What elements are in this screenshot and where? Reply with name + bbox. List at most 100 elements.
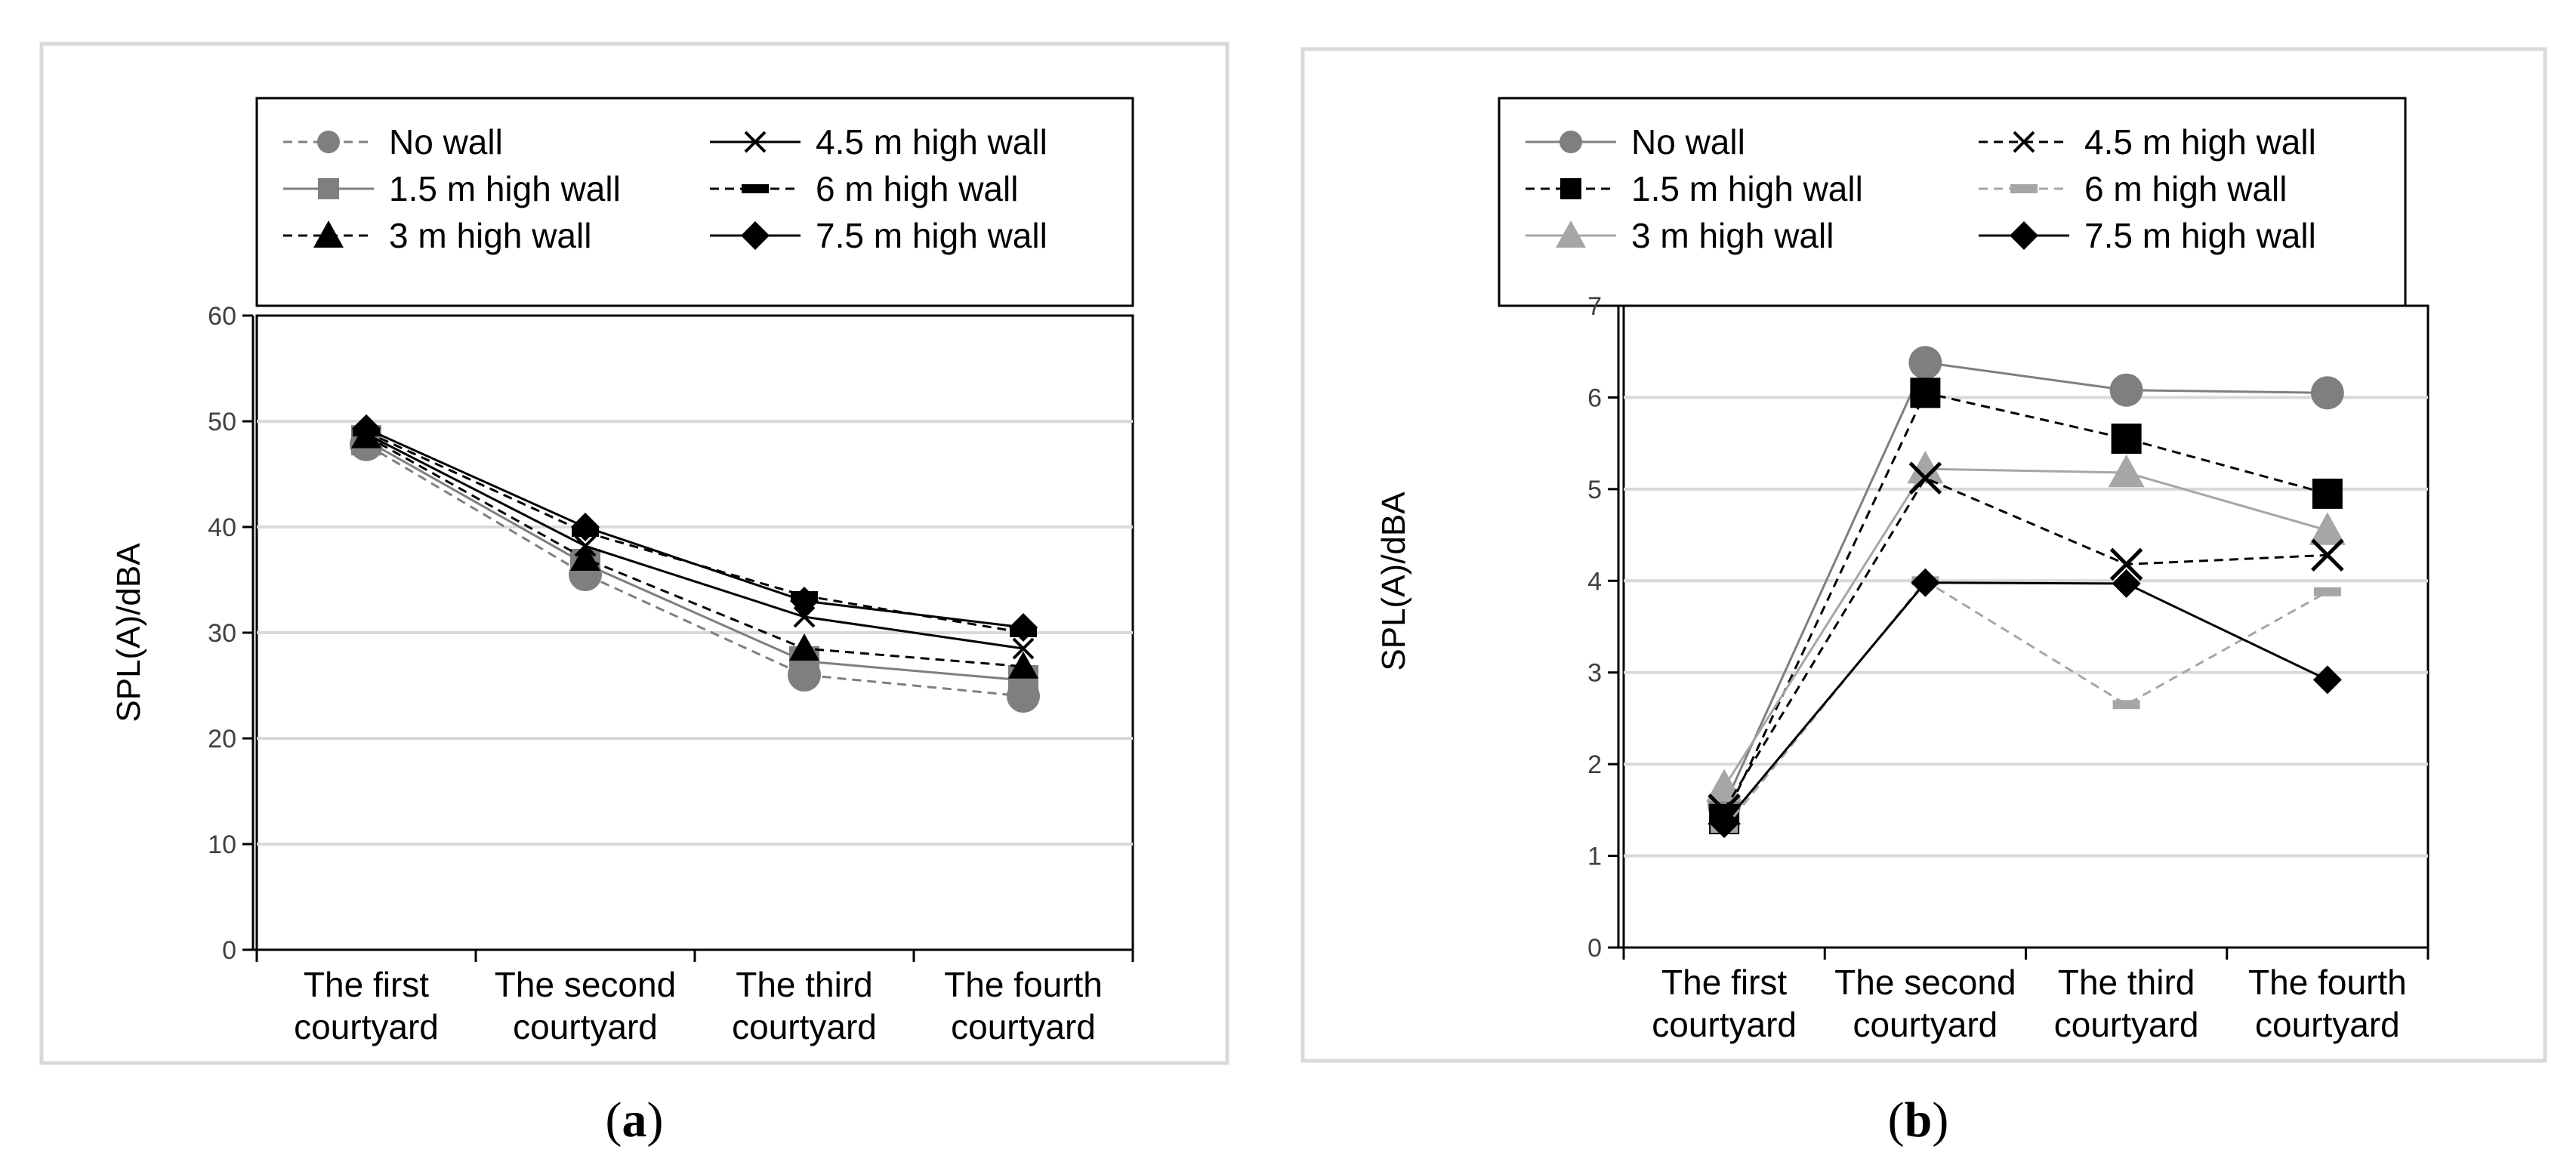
panel-a-legend-marker-1-5-m-high-wall <box>318 178 339 199</box>
panel-b-x-tick-label-line: courtyard <box>2255 1005 2400 1044</box>
panel-a-y-tick-label: 30 <box>208 619 236 648</box>
panel-b-point-1-5-m-high-wall-4 <box>2312 478 2343 509</box>
panel-b-x-tick-label-line: courtyard <box>2054 1005 2199 1044</box>
panel-a-legend-marker-6-m-high-wall <box>742 184 769 193</box>
panel-b-point-7-5-m-high-wall-1 <box>1710 809 1739 839</box>
panel-b-legend-marker-4-5-m-high-wall <box>2013 131 2035 153</box>
panel-a-legend-label-4-5-m-high-wall: 4.5 m high wall <box>816 122 1047 162</box>
panel-a-x-tick-label-1: The first courtyard <box>294 965 439 1046</box>
panel-b-x-tick-label-1: The first courtyard <box>1652 963 1797 1044</box>
panel-a-series-line-4-5-m-high-wall <box>366 433 1024 650</box>
panel-a-y-axis-label: SPL(A)/dBA <box>110 543 147 723</box>
panel-a-point-3-m-high-wall-4 <box>1008 651 1038 679</box>
panel-b-legend-label-4-5-m-high-wall: 4.5 m high wall <box>2084 122 2316 162</box>
panel-b-legend <box>1498 97 2407 307</box>
panel-b-legend-marker-1-5-m-high-wall <box>1560 178 1581 199</box>
panel-a-point-7-5-m-high-wall-4 <box>1009 613 1038 642</box>
panel-b-y-tick-label: 6 <box>1587 384 1602 412</box>
panel-b-y-tick-label: 0 <box>1587 934 1602 963</box>
panel-b-point-1-5-m-high-wall-3 <box>2111 424 2142 455</box>
panel-b: No wall 1.5 m high wall 3 m high wall 4.5 m… <box>1300 47 2547 1148</box>
panel-a-point-3-m-high-wall-3 <box>789 633 819 661</box>
panel-a-x-tick-label-line: The second <box>495 965 676 1004</box>
panel-b-y-tick-label: 3 <box>1587 659 1602 688</box>
panel-a: No wall 1.5 m high wall 3 m high wall 4.5 m… <box>39 42 1229 1148</box>
panel-a-series-line-1-5-m-high-wall <box>366 439 1024 682</box>
panel-a-point-7-5-m-high-wall-1 <box>352 414 381 443</box>
panel-b-legend-marker-7-5-m-high-wall <box>2010 221 2038 250</box>
panel-b-legend-marker-3-m-high-wall <box>1556 220 1586 248</box>
panel-b-caption: (b) <box>1888 1092 1949 1148</box>
panel-b-point-no-wall-2 <box>1908 346 1942 380</box>
panel-a-x-tick-label-line: courtyard <box>294 1007 439 1046</box>
panel-a-x-tick-label-line: The third <box>736 965 873 1004</box>
panel-a-x-tick-label-line: courtyard <box>513 1007 658 1046</box>
panel-b-series-line-7-5-m-high-wall <box>1723 581 2328 825</box>
panel-b-series-line-no-wall <box>1723 361 2328 806</box>
panel-a-x-tick-label-3: The third courtyard <box>732 965 877 1046</box>
panel-b-y-tick-label: 2 <box>1587 750 1602 779</box>
panel-b-x-tick-label-line: courtyard <box>1853 1005 1998 1044</box>
panel-a-legend-label-6-m-high-wall: 6 m high wall <box>816 169 1018 208</box>
panel-b-legend-marker-6-m-high-wall <box>2010 184 2038 193</box>
panel-b-legend-label-7-5-m-high-wall: 7.5 m high wall <box>2084 216 2316 255</box>
panel-a-legend-label-no-wall: No wall <box>389 122 503 162</box>
panel-b-point-6-m-high-wall-4 <box>2313 587 2341 596</box>
panel-a-x-tick-label-2: The second courtyard <box>495 965 676 1046</box>
panel-a-point-4-5-m-high-wall-4 <box>1012 637 1035 660</box>
panel-a-point-4-5-m-high-wall-2 <box>574 535 597 557</box>
panel-a-y-tick-label: 10 <box>208 830 236 859</box>
panel-b-legend-marker-no-wall <box>1559 131 1582 153</box>
panel-a-point-4-5-m-high-wall-3 <box>793 606 816 628</box>
panel-b-point-no-wall-4 <box>2310 376 2344 410</box>
panel-b-point-7-5-m-high-wall-4 <box>2312 665 2342 695</box>
panel-a-legend-label-3-m-high-wall: 3 m high wall <box>389 216 591 255</box>
panel-b-point-4-5-m-high-wall-4 <box>2311 538 2344 572</box>
panel-b-point-1-5-m-high-wall-2 <box>1910 377 1941 408</box>
panel-b-x-tick-label-line: courtyard <box>1652 1005 1797 1044</box>
panel-a-point-7-5-m-high-wall-2 <box>571 513 600 541</box>
panel-a-legend-label-7-5-m-high-wall: 7.5 m high wall <box>816 216 1047 255</box>
panel-a-y-tick-label: 60 <box>208 302 236 331</box>
panel-b-point-3-m-high-wall-3 <box>2108 455 2145 488</box>
panel-b-point-6-m-high-wall-3 <box>2112 700 2140 710</box>
panel-a-legend-label-1-5-m-high-wall: 1.5 m high wall <box>389 169 621 208</box>
panel-a-legend <box>255 97 1134 307</box>
panel-a-x-tick-label-4: The fourth courtyard <box>944 965 1103 1046</box>
panel-b-y-tick-label: 5 <box>1587 476 1602 504</box>
panel-a-series-line-7-5-m-high-wall <box>366 427 1024 629</box>
panel-b-x-tick-label-line: The second <box>1834 963 2016 1002</box>
panel-a-y-tick-label: 50 <box>208 408 236 436</box>
panel-b-legend-label-3-m-high-wall: 3 m high wall <box>1631 216 1834 255</box>
panel-b-legend-label-no-wall: No wall <box>1631 122 1745 162</box>
panel-b-point-no-wall-3 <box>2109 373 2143 407</box>
panel-b-x-tick-label-line: The fourth <box>2248 963 2407 1002</box>
panel-b-point-3-m-high-wall-2 <box>1907 451 1944 484</box>
panel-b-x-tick-label-3: The third courtyard <box>2054 963 2199 1044</box>
panel-a-y-tick-label: 20 <box>208 725 236 753</box>
panel-a-caption-letter: a <box>622 1092 647 1148</box>
panel-b-y-tick-label: 4 <box>1587 567 1602 596</box>
panel-b-legend-label-6-m-high-wall: 6 m high wall <box>2084 169 2287 208</box>
panel-a-series-line-3-m-high-wall <box>366 435 1024 668</box>
panel-a-x-tick-label-line: courtyard <box>951 1007 1096 1046</box>
panel-b-point-4-5-m-high-wall-2 <box>1908 461 1942 495</box>
panel-a-y-tick-label: 40 <box>208 513 236 542</box>
panel-a-series-line-no-wall <box>366 443 1024 698</box>
panel-b-point-7-5-m-high-wall-2 <box>1911 568 1940 597</box>
panel-b-y-axis-label: SPL(A)/dBA <box>1375 492 1412 671</box>
panel-b-y-tick-label: 1 <box>1587 843 1602 871</box>
panel-a-legend-marker-4-5-m-high-wall <box>744 131 767 153</box>
panel-b-series-line-1-5-m-high-wall <box>1723 391 2328 820</box>
panel-b-caption-letter: b <box>1905 1092 1933 1148</box>
panel-a-y-tick-label: 0 <box>222 936 236 965</box>
panel-a-caption: (a) <box>606 1092 664 1148</box>
panel-b-x-tick-label-2: The second courtyard <box>1834 963 2016 1044</box>
panel-b-point-3-m-high-wall-4 <box>2309 512 2346 545</box>
panel-b-series-line-3-m-high-wall <box>1723 467 2328 788</box>
panel-a-legend-marker-3-m-high-wall <box>313 220 344 248</box>
panel-a-x-tick-label-line: courtyard <box>732 1007 877 1046</box>
panel-a-x-tick-label-line: The fourth <box>944 965 1103 1004</box>
panel-a-point-3-m-high-wall-2 <box>570 544 600 571</box>
